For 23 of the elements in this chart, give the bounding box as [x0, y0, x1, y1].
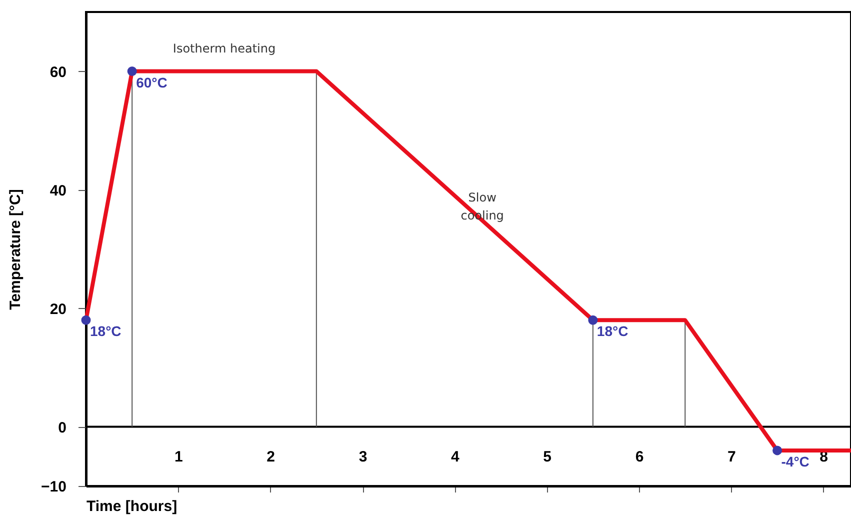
point: [127, 66, 137, 76]
point: [81, 315, 91, 325]
y-tick-label: 60: [50, 64, 66, 81]
data-label: -4°C: [781, 453, 810, 470]
x-tick-label: 2: [266, 448, 276, 466]
point: [588, 315, 598, 325]
x-tick-label: 3: [358, 448, 368, 466]
y-axis-title: Temperature [°C]: [7, 189, 24, 310]
data-label: 18°C: [596, 323, 628, 340]
annotation: Isotherm heating: [172, 41, 276, 56]
x-tick-label: 1: [174, 448, 183, 466]
point: [772, 446, 782, 456]
data-label: 18°C: [90, 323, 122, 340]
x-axis-title: Time [hours]: [86, 498, 178, 515]
y-tick-label: 20: [50, 300, 66, 318]
x-tick-label: 7: [728, 448, 736, 466]
x-tick-label: 4: [451, 448, 460, 466]
y-tick-label: 0: [58, 419, 66, 436]
x-tick-label: 6: [635, 448, 644, 466]
data-label: 60°C: [136, 74, 168, 90]
x-tick-label: 5: [543, 448, 552, 466]
y-tick-label: −10: [41, 478, 66, 496]
y-tick-label: 40: [50, 182, 66, 200]
